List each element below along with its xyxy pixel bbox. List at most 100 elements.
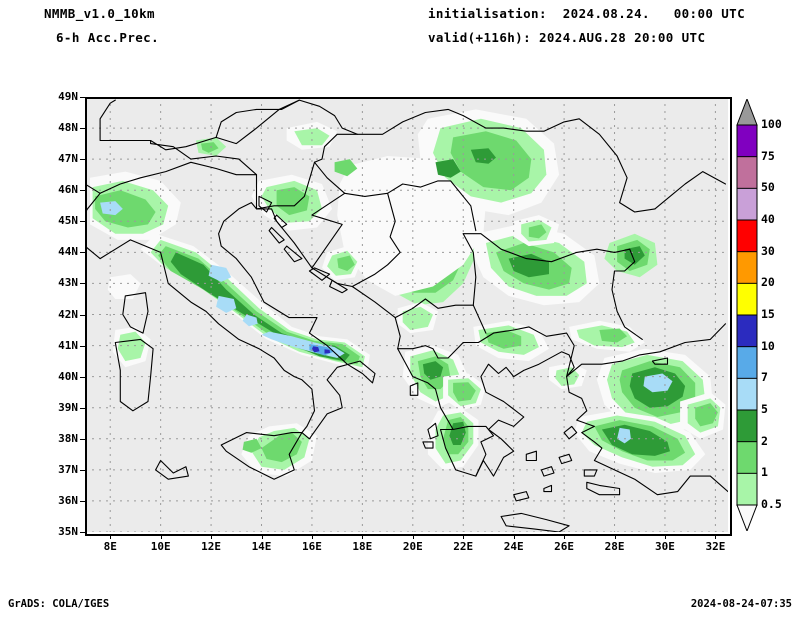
colorbar-over-arrow [736,99,758,126]
geo-outline [409,382,419,396]
colorbar-band [736,219,758,253]
lon-tick-label: 30E [655,540,675,553]
precip-contour [294,128,330,146]
precip-contour [470,148,496,164]
geo-outline [155,459,189,480]
colorbar-tick-label: 15 [761,307,775,321]
lon-tick [463,534,465,539]
lon-tick-label: 14E [251,540,272,553]
geo-outline [85,161,258,260]
precip-contour [276,187,310,216]
colorbar-band [736,409,758,443]
lat-tick-label: 45N [58,214,78,228]
precipitation-field [90,109,726,477]
lat-tick [80,97,85,98]
colorbar-band [736,282,758,316]
geo-outline [452,425,495,477]
precip-contour [422,361,444,380]
colorbar-tick-label: 10 [761,338,775,353]
geo-outline [583,469,598,477]
lat-tick-label: 38N [58,431,78,445]
precip-contour [402,306,433,330]
lon-tick-label: 8E [103,540,117,553]
colorbar-tick-label: 40 [761,212,775,226]
lat-tick-label: 41N [58,338,78,352]
geo-outline [586,481,621,496]
geo-outline [427,422,439,440]
lat-tick-label: 44N [58,245,78,259]
lat-tick [80,128,85,130]
precip-contour [216,295,237,313]
colorbar-band [736,251,758,285]
lon-tick [412,534,414,539]
field-title: 6-h Acc.Prec. [56,30,160,45]
map-canvas [85,97,728,532]
precip-contour [528,224,547,239]
colorbar-tick-label: 1 [761,465,768,480]
colorbar-band [736,314,758,348]
precip-contour [242,438,262,453]
footer-credit: GrADS: COLA/IGES [8,598,110,610]
valid-time: valid(+116h): 2024.AUG.28 20:00 UTC [428,30,706,45]
lat-tick-label: 48N [58,121,78,135]
lon-tick [311,534,313,539]
lat-tick-label: 40N [58,369,78,383]
lat-tick-label: 43N [58,276,78,290]
precip-contour [695,403,718,427]
colorbar-tick-label: 2 [761,433,768,448]
geo-outline [566,376,728,496]
geo-outline [513,491,530,502]
colorbar-swatches [736,99,758,531]
lat-tick [80,159,85,161]
geo-outline [462,233,631,263]
lat-tick [80,283,85,285]
colorbar-band [736,156,758,190]
precip-contour [334,159,358,177]
geo-outline [283,245,303,263]
colorbar-under-arrow [736,504,758,531]
lat-tick [80,469,85,471]
geo-outline [99,202,376,440]
geo-outline [150,99,358,176]
colorbar-tick-label: 50 [761,180,775,195]
precip-contour [435,159,461,178]
model-title: NMMB_v1.0_10km [44,6,155,21]
geo-outline [540,466,555,477]
lat-tick [80,190,85,192]
lat-tick-label: 35N [58,525,78,538]
lat-tick-label: 46N [58,183,78,197]
colorbar-tick-label: 5 [761,402,768,416]
colorbar-tick-label: 20 [761,275,775,290]
geo-outline [122,292,149,334]
lon-tick-label: 28E [604,540,625,553]
footer-timestamp: 2024-08-24-07:35 [690,598,792,610]
precip-contour [485,330,522,349]
precip-contour [324,349,331,354]
geo-outline [558,453,573,465]
geo-outline [268,226,285,244]
lat-tick [80,314,85,316]
colorbar-tick-label: 30 [761,243,775,258]
coastlines-and-borders [85,99,728,532]
colorbar-band [736,187,758,221]
lat-tick [80,221,85,223]
geo-outline [543,484,553,493]
geo-outline [114,338,154,412]
precip-contour [311,346,320,353]
geo-outline [99,99,152,142]
lon-tick-label: 16E [302,540,322,553]
colorbar-tick-label: 100 [761,117,782,131]
lon-tick [160,534,162,539]
lon-tick-label: 10E [150,540,171,553]
precip-contour [242,314,258,327]
lat-tick [80,407,85,409]
lat-tick [80,252,85,254]
colorbar-band [736,441,758,475]
geo-outline [525,450,537,462]
precip-contour [95,190,156,228]
lat-tick [80,438,85,440]
lat-lon-gridlines [85,97,728,532]
precip-contour [100,201,123,216]
colorbar-tick-label: 7 [761,370,768,385]
lon-tick-label: 20E [402,540,423,553]
